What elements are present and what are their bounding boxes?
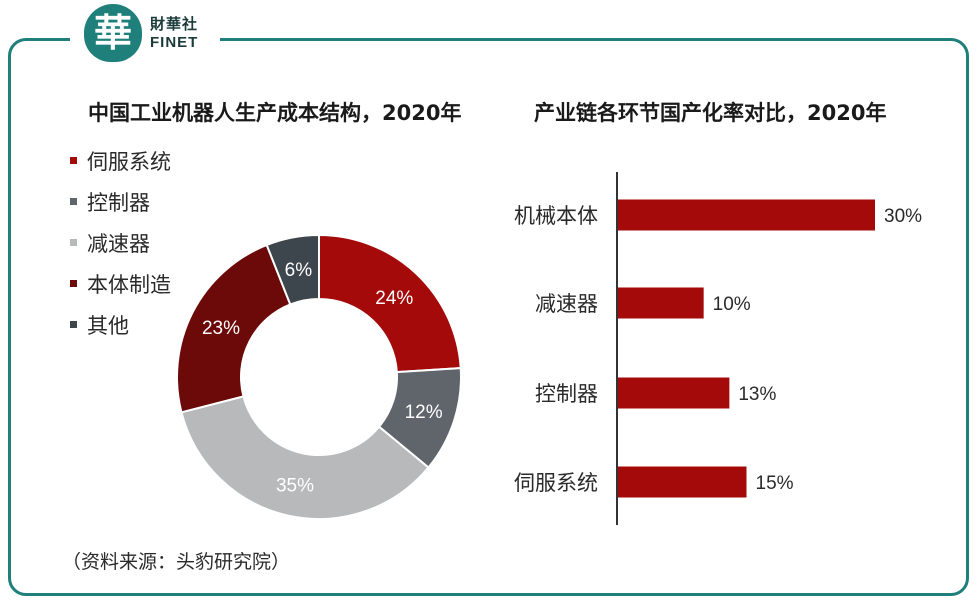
legend-swatch: [70, 198, 77, 205]
finet-logo: 華 財華社 FINET: [70, 0, 220, 66]
legend-item: 控制器: [70, 181, 171, 222]
donut-slice-label: 6%: [285, 260, 313, 281]
source-note: （资料来源：头豹研究院）: [62, 551, 291, 573]
bar: [618, 466, 747, 498]
legend-swatch: [70, 239, 77, 246]
bar-category-label: 机械本体: [514, 204, 598, 228]
bar-value-label: 30%: [884, 206, 922, 227]
seal-char: 華: [94, 10, 132, 55]
bar: [618, 377, 730, 409]
legend-label: 其他: [87, 313, 129, 338]
legend-item: 其他: [70, 304, 171, 345]
donut-slice: [176, 243, 292, 414]
donut-slice-label: 24%: [375, 288, 413, 309]
bar: [618, 199, 875, 231]
bar-category-label: 减速器: [535, 292, 598, 316]
bar-value-label: 13%: [738, 384, 776, 405]
legend-label: 减速器: [87, 231, 150, 256]
legend-item: 减速器: [70, 222, 171, 263]
donut-slice-label: 12%: [405, 402, 443, 423]
legend-item: 本体制造: [70, 263, 171, 304]
brand-name-cn: 財華社: [150, 14, 199, 33]
legend-swatch: [70, 280, 77, 287]
donut-slice: [318, 233, 462, 374]
finet-seal-icon: 華: [84, 4, 142, 62]
legend-swatch: [70, 321, 77, 328]
bar-category-label: 伺服系统: [514, 471, 598, 495]
bar-chart-title: 产业链各环节国产化率对比，2020年: [534, 101, 887, 125]
bar-value-label: 10%: [713, 294, 751, 315]
bar-value-label: 15%: [756, 473, 794, 494]
legend-label: 控制器: [87, 190, 150, 215]
donut-slice: [265, 233, 320, 306]
bar: [618, 287, 704, 319]
donut-slice-label: 35%: [276, 475, 314, 496]
bar-category-label: 控制器: [535, 382, 598, 406]
legend-item: 伺服系统: [70, 140, 171, 181]
brand-name-en: FINET: [150, 33, 199, 51]
legend-label: 本体制造: [87, 272, 171, 297]
donut-chart-title: 中国工业机器人生产成本结构，2020年: [88, 101, 462, 125]
donut-legend: 伺服系统 控制器 减速器 本体制造 其他: [70, 140, 171, 345]
chart-frame: [8, 38, 969, 596]
donut-slice: [180, 395, 430, 520]
legend-label: 伺服系统: [87, 149, 171, 174]
legend-swatch: [70, 157, 77, 164]
donut-slice-label: 23%: [202, 318, 240, 339]
